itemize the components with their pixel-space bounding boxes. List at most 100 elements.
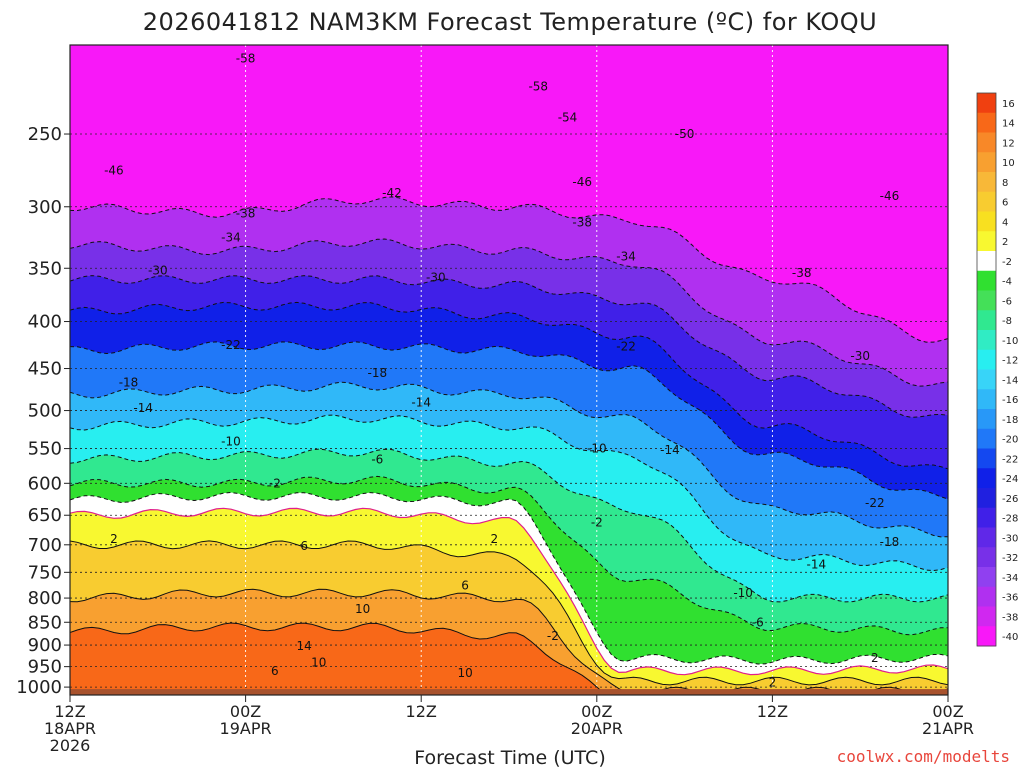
colorbar-swatch	[977, 132, 996, 153]
colorbar-label: -18	[1002, 415, 1018, 426]
contour-label: -10	[221, 434, 241, 448]
temperature-bands	[70, 45, 948, 695]
colorbar-swatch	[977, 389, 996, 410]
y-tick-label: 700	[28, 535, 62, 556]
y-tick-label: 950	[28, 657, 62, 678]
contour-line	[70, 301, 948, 470]
x-tick-label: 19APR	[220, 719, 272, 738]
contour-label: 2	[769, 675, 777, 689]
colorbar-swatch	[977, 330, 996, 351]
colorbar-label: -16	[1002, 395, 1018, 406]
colorbar-label: -20	[1002, 435, 1018, 446]
contour-line	[70, 622, 945, 695]
y-axis-ticks: 2503003504004505005506006507007508008509…	[16, 124, 70, 698]
y-tick-label: 850	[28, 612, 62, 633]
colorbar-label: 4	[1002, 217, 1008, 228]
y-tick-label: 750	[28, 562, 62, 583]
contour-label: 6	[461, 578, 469, 592]
x-axis-label: Forecast Time (UTC)	[414, 747, 605, 768]
colorbar-label: 14	[1002, 119, 1015, 130]
contour-label: 14	[296, 639, 311, 653]
colorbar-swatch	[977, 349, 996, 370]
colorbar-swatch	[977, 290, 996, 311]
contour-label: -2	[547, 629, 559, 643]
colorbar-swatch	[977, 231, 996, 252]
colorbar-label: -34	[1002, 573, 1018, 584]
y-tick-label: 300	[28, 197, 62, 218]
contour-line	[70, 238, 948, 387]
colorbar-swatch	[977, 152, 996, 173]
colorbar-label: 8	[1002, 178, 1008, 189]
colorbar-swatch	[977, 626, 996, 647]
y-tick-label: 650	[28, 505, 62, 526]
colorbar-label: -12	[1002, 356, 1018, 367]
contour-label: -14	[133, 401, 153, 415]
colorbar-label: 6	[1002, 198, 1008, 209]
contour-line	[70, 414, 948, 572]
colorbar-label: -22	[1002, 454, 1018, 465]
contour-label: -14	[411, 396, 431, 410]
contour-line	[70, 381, 948, 538]
y-tick-label: 550	[28, 439, 62, 460]
contour-line	[70, 507, 948, 676]
contour-label: 6	[300, 539, 308, 553]
ground-strip	[70, 689, 948, 695]
x-tick-label: 18APR	[44, 719, 96, 738]
y-tick-label: 500	[28, 401, 62, 422]
colorbar-label: 16	[1002, 99, 1015, 110]
colorbar-label: -24	[1002, 474, 1018, 485]
contour-label: -30	[426, 270, 446, 284]
x-tick-label: 00Z	[230, 702, 261, 721]
plot-frame	[69, 44, 949, 696]
colorbar-swatch	[977, 112, 996, 133]
colorbar-swatch	[977, 468, 996, 489]
colorbar-label: -14	[1002, 375, 1018, 386]
colorbar-swatch	[977, 211, 996, 232]
colorbar-label: 2	[1002, 237, 1008, 248]
colorbar-label: -10	[1002, 336, 1018, 347]
y-tick-label: 600	[28, 473, 62, 494]
contour-line	[70, 341, 948, 500]
contour-label: -30	[148, 264, 168, 278]
y-tick-label: 350	[28, 258, 62, 279]
contour-label: -34	[221, 230, 241, 244]
chart-title: 2026041812 NAM3KM Forecast Temperature (…	[143, 8, 877, 36]
colorbar-label: -26	[1002, 494, 1018, 505]
colorbar-label: -38	[1002, 612, 1018, 623]
contour-label: 2	[491, 532, 499, 546]
y-tick-label: 450	[28, 359, 62, 380]
colorbar-swatch	[977, 507, 996, 528]
contour-label: -50	[675, 127, 695, 141]
contour-label: -58	[528, 80, 548, 94]
colorbar-label: 10	[1002, 158, 1015, 169]
contour-labels: -58 -58 -54 -50 -46 -46 -46 -42 -38 -38 -38 -34 -34 -…	[104, 52, 899, 690]
colorbar-label: -28	[1002, 514, 1018, 525]
colorbar-swatch	[977, 310, 996, 331]
contour-label: -6	[752, 615, 764, 629]
colorbar-label: -32	[1002, 553, 1018, 564]
contour-label: 10	[355, 602, 370, 616]
contour-label: -34	[616, 250, 636, 264]
colorbar-swatch	[977, 488, 996, 509]
contour-label: -22	[221, 338, 241, 352]
contour-label: -46	[104, 164, 124, 178]
contour-label: -30	[850, 349, 870, 363]
x-tick-label: 20APR	[571, 719, 623, 738]
contour-label: -42	[382, 186, 402, 200]
contour-line	[70, 540, 948, 686]
colorbar-swatch	[977, 191, 996, 212]
colorbar-swatch	[977, 93, 996, 114]
contour-label: -54	[558, 111, 578, 125]
colorbar-label: -4	[1002, 277, 1012, 288]
credit-text[interactable]: coolwx.com/modelts	[837, 747, 1010, 766]
plot-grid	[70, 45, 948, 695]
contour-label: -46	[572, 175, 592, 189]
colorbar-swatch	[977, 448, 996, 469]
contour-label: -22	[865, 496, 885, 510]
contour-label: -22	[616, 340, 636, 354]
contour-line	[70, 196, 948, 343]
colorbar-label: -40	[1002, 632, 1018, 643]
colorbar-swatch	[977, 409, 996, 430]
contour-label: -14	[660, 443, 680, 457]
